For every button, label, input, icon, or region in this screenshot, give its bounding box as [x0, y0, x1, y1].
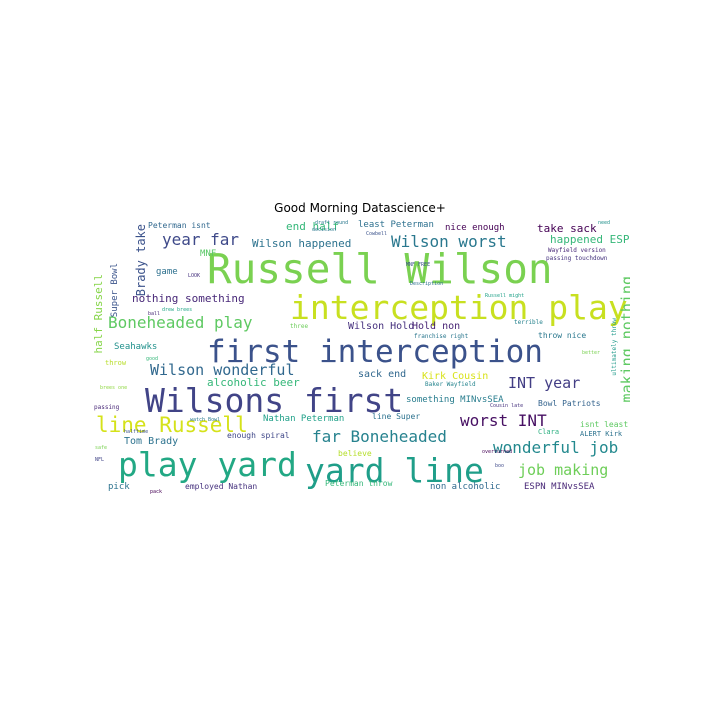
- word-yard-line: yard line: [305, 451, 484, 490]
- word-line-russell: line Russell: [96, 413, 248, 437]
- word-making-nothing: making nothing: [618, 276, 630, 403]
- word-wilson-hold: Wilson Hold: [348, 321, 415, 332]
- word-worst-int: worst INT: [460, 411, 547, 430]
- word-cousin-late: Cousin late: [490, 403, 524, 409]
- word-boo: boo: [495, 463, 505, 469]
- word-hold-non: Hold non: [412, 321, 461, 332]
- word-cloud: Russell Wilson interception play first i…: [90, 218, 630, 501]
- word-non-alcoholic: non alcoholic: [430, 482, 501, 492]
- word-line-super: line Super: [372, 412, 421, 421]
- word-pick: pick: [108, 482, 130, 492]
- word-baker-wayfield: Baker Wayfield: [425, 381, 476, 388]
- word-seahawks: Seahawks: [114, 342, 158, 352]
- word-peterman-isnt: Peterman isnt: [148, 221, 211, 230]
- word-first-interception: first interception: [207, 334, 543, 370]
- word-int-year: INT year: [508, 374, 581, 392]
- word-passing: passing: [94, 404, 120, 411]
- word-super-bowl: Super Bowl: [110, 263, 120, 318]
- word-kirk-cousin: Kirk Cousin: [422, 371, 489, 382]
- word-ball: ball: [148, 311, 161, 317]
- word-employed-nathan: employed Nathan: [185, 482, 258, 491]
- word-passing-touchdown: passing touchdown: [546, 255, 608, 262]
- cloud-title: Good Morning Datascience+: [274, 201, 446, 215]
- word-take-sack: take sack: [537, 222, 597, 235]
- word-far-boneheaded: far Boneheaded: [312, 427, 447, 446]
- word-halftime: halftime: [124, 429, 149, 435]
- word-ultimately-throw: ultimately throw: [611, 318, 618, 376]
- word-brady-take: Brady take: [134, 224, 148, 297]
- word-espn-minvssea: ESPN MINvsSEA: [524, 482, 595, 492]
- word-wonderful-job: wonderful job: [493, 438, 619, 457]
- word-isnt-least: isnt least: [580, 420, 629, 429]
- word-job-making: job making: [518, 461, 609, 479]
- word-better: better: [582, 350, 601, 356]
- word-tom-brady: Tom Brady: [124, 436, 179, 447]
- word-game: game: [156, 267, 178, 277]
- word-terrible: terrible: [514, 319, 543, 326]
- word-draft-round: draft round: [315, 220, 349, 226]
- word-brees-one: brees one: [100, 385, 128, 391]
- word-watch-bowl: watch Bowl: [190, 417, 221, 423]
- word-wilsons-first: Wilsons first: [145, 381, 404, 420]
- word-pack: pack: [150, 489, 163, 495]
- word-boneheaded-play: Boneheaded play: [108, 313, 253, 332]
- word-russell-wilson: Russell Wilson: [207, 245, 553, 293]
- word-least-peterman: least Peterman: [358, 220, 434, 230]
- word-bowl-patriots: Bowl Patriots: [538, 399, 601, 408]
- word-clara: Clara: [538, 428, 560, 436]
- word-wilson-worst: Wilson worst: [391, 232, 507, 251]
- word-nice-enough: nice enough: [445, 223, 505, 233]
- word-russell-might: Russell might: [485, 293, 525, 299]
- word-enough-spiral: enough spiral: [227, 431, 290, 440]
- word-drew-brees: drew brees: [162, 307, 193, 313]
- word-alert-kirk: ALERT Kirk: [580, 430, 623, 438]
- word-wayfield-version: Wayfield version: [548, 247, 606, 254]
- word-sack-end: sack end: [358, 369, 407, 380]
- word-throw: throw: [105, 359, 127, 367]
- word-end-half: end half: [286, 220, 339, 233]
- word-throw-nice: throw nice: [538, 331, 587, 340]
- word-believe: believe: [338, 449, 372, 458]
- word-cowbell: Cowbell: [366, 231, 388, 237]
- word-happened-espn: happened ESPN: [550, 233, 630, 246]
- word-franchise-right: franchise right: [414, 333, 469, 340]
- word-description: Description: [410, 281, 444, 287]
- word-half-russell: half Russell: [92, 274, 105, 354]
- word-look: LOOK: [188, 273, 201, 279]
- word-play-yard: play yard: [118, 445, 297, 484]
- word-wilson-happened: Wilson happened: [252, 237, 352, 250]
- word-alcoholic-beer: alcoholic beer: [207, 376, 300, 389]
- word-something-minvssea: something MINvsSEA: [406, 395, 504, 405]
- word-need: need: [598, 220, 611, 226]
- word-nfl: NFL: [95, 457, 105, 463]
- word-three: three: [290, 323, 309, 330]
- word-good: good: [146, 356, 159, 362]
- word-overturned: overturned: [482, 449, 513, 455]
- word-decision: decision: [312, 227, 337, 233]
- word-nathan-peterman: Nathan Peterman: [263, 414, 345, 424]
- word-peterman-throw: Peterman throw: [325, 479, 393, 488]
- word-year-far: year far: [162, 230, 240, 249]
- word-wilson-wonderful: Wilson wonderful: [150, 361, 295, 379]
- word-nothing-something: nothing something: [132, 292, 245, 305]
- word-mnf-free: MNF FREE: [406, 262, 431, 268]
- word-mnf: MNF: [200, 249, 217, 259]
- word-safe: safe: [95, 445, 108, 451]
- word-interception-play: interception play: [290, 288, 628, 327]
